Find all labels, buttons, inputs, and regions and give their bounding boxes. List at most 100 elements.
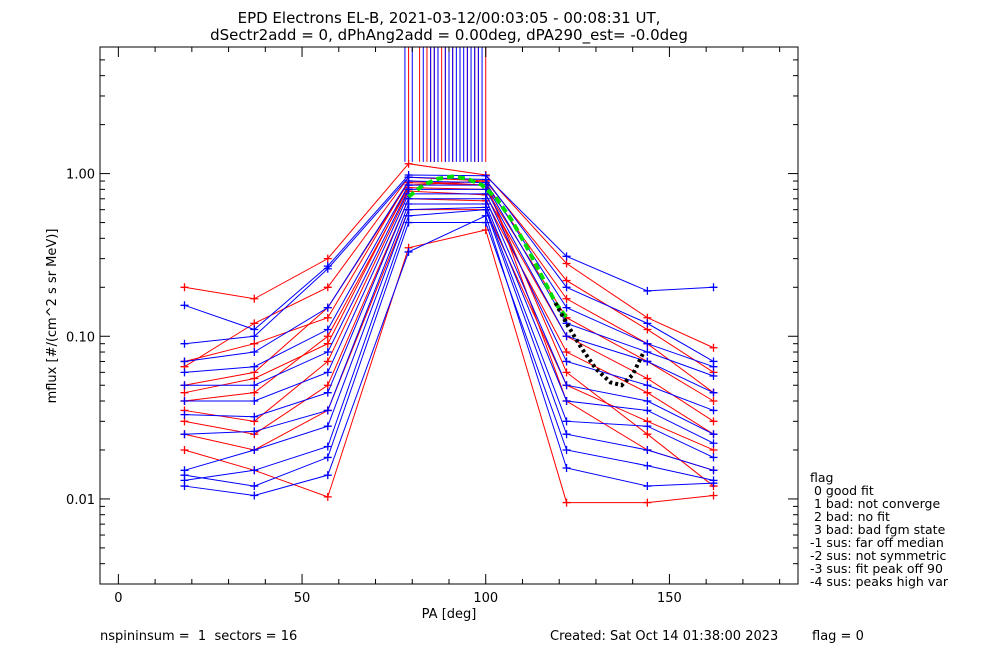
series-line [184, 174, 714, 331]
data-point [250, 339, 259, 348]
series-line [184, 222, 714, 487]
data-point [323, 357, 332, 366]
data-point [643, 381, 652, 390]
data-point [709, 362, 718, 371]
legend-item: -1 sus: far off median [810, 535, 944, 550]
series-line [184, 180, 714, 487]
data-point [709, 343, 718, 352]
data-point [562, 294, 571, 303]
series-line [184, 209, 714, 451]
data-point [323, 442, 332, 451]
data-point [404, 159, 413, 168]
data-point [643, 339, 652, 348]
data-point [180, 357, 189, 366]
data-point [481, 211, 490, 220]
data-point [709, 445, 718, 454]
series-line [184, 215, 714, 497]
data-point [180, 283, 189, 292]
data-point [323, 313, 332, 322]
series-line [184, 198, 714, 435]
legend-item: -4 sus: peaks high var [810, 574, 949, 589]
data-point [643, 406, 652, 415]
data-point [180, 482, 189, 491]
data-point [250, 427, 259, 436]
data-point [562, 396, 571, 405]
data-point [250, 348, 259, 357]
series-line [184, 184, 714, 377]
data-point [562, 445, 571, 454]
data-point [180, 301, 189, 310]
data-point [709, 371, 718, 380]
data-point [643, 286, 652, 295]
data-point [250, 445, 259, 454]
data-point [180, 368, 189, 377]
data-point [250, 362, 259, 371]
series-line [184, 206, 714, 471]
data-point [323, 283, 332, 292]
series-line [184, 176, 714, 373]
data-point [562, 303, 571, 312]
data-point [562, 417, 571, 426]
data-point [180, 471, 189, 480]
chart-axes: 0 50 100 150 0.01 0.10 1.00 [66, 46, 798, 606]
data-point [323, 453, 332, 462]
fit-curve [553, 302, 646, 388]
data-point [323, 303, 332, 312]
data-point [643, 374, 652, 383]
y-tick-label: 1.00 [66, 168, 95, 183]
series-line [184, 190, 714, 422]
data-point [709, 466, 718, 475]
data-point [180, 339, 189, 348]
data-point [562, 259, 571, 268]
data-point [323, 406, 332, 415]
x-tick-label: 0 [114, 591, 122, 606]
data-point [562, 381, 571, 390]
legend-title: flag [810, 470, 833, 485]
data-point [562, 283, 571, 292]
data-point [562, 332, 571, 341]
data-point [643, 319, 652, 328]
data-point [643, 357, 652, 366]
data-point [250, 332, 259, 341]
data-point [250, 325, 259, 334]
data-point [323, 388, 332, 397]
data-point [250, 388, 259, 397]
footer-spin-info: nspininsum = 1 sectors = 16 [100, 629, 297, 644]
x-tick-label: 150 [657, 591, 682, 606]
series-line [184, 229, 714, 504]
data-point [323, 471, 332, 480]
data-point [323, 348, 332, 357]
data-point [709, 453, 718, 462]
series-line [184, 180, 714, 471]
data-point [643, 388, 652, 397]
data-point [709, 283, 718, 292]
series-line [184, 180, 714, 368]
data-point [323, 254, 332, 263]
data-point [323, 339, 332, 348]
data-point [643, 430, 652, 439]
data-point [404, 211, 413, 220]
data-point [643, 498, 652, 507]
data-point [180, 430, 189, 439]
data-point [709, 396, 718, 405]
data-point [404, 247, 413, 256]
chart-title: EPD Electrons EL-B, 2021-03-12/00:03:05 … [238, 9, 661, 27]
series-line [184, 163, 714, 349]
data-point [323, 325, 332, 334]
data-point [250, 396, 259, 405]
data-point [250, 294, 259, 303]
chart-subtitle: dSectr2add = 0, dPhAng2add = 0.00deg, dP… [210, 26, 688, 45]
data-point [323, 422, 332, 431]
x-tick-label: 100 [473, 591, 498, 606]
data-point [709, 417, 718, 426]
data-point [709, 476, 718, 485]
data-point [643, 348, 652, 357]
data-point [643, 422, 652, 431]
data-point [180, 381, 189, 390]
flag-legend: flag 0 good fit 1 bad: not converge 2 ba… [810, 470, 949, 589]
data-point [709, 439, 718, 448]
legend-item: 2 bad: no fit [810, 509, 890, 524]
data-point [562, 252, 571, 261]
chart-marks [180, 47, 718, 507]
data-point [180, 396, 189, 405]
